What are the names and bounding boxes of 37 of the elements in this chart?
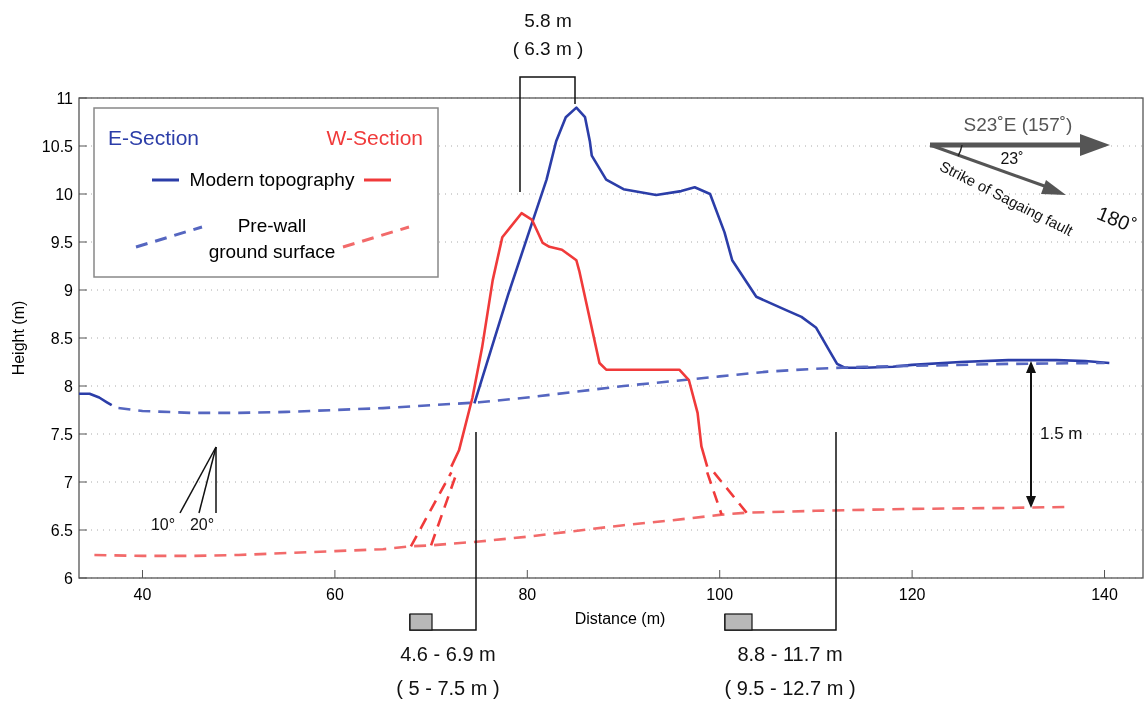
legend-label: Pre-wall ground surface — [208, 215, 336, 262]
x-tick-label: 80 — [518, 586, 537, 603]
y-tick-label: 10 — [55, 186, 74, 203]
annotation: W-Section — [326, 126, 423, 149]
y-tick-label: 7 — [64, 474, 74, 491]
x-axis-title: Distance (m) — [574, 610, 666, 627]
text: 4.6 - 6.9 m — [400, 643, 496, 665]
x-tick-label: 140 — [1091, 586, 1118, 603]
y-tick-label: 11 — [56, 90, 74, 107]
text: ( 5 - 7.5 m ) — [396, 677, 500, 699]
x-tick-label: 100 — [706, 586, 734, 603]
annotation: 10° — [150, 516, 176, 533]
x-tick-label: 40 — [133, 586, 152, 603]
annotation: S23˚E (157˚) — [963, 114, 1073, 135]
y-tick-label: 6.5 — [50, 522, 74, 539]
y-tick-label: 9 — [64, 282, 74, 299]
x-tick-label: 60 — [326, 586, 344, 603]
y-tick-label: 9.5 — [50, 234, 74, 251]
annotation: 180˚ — [1093, 201, 1140, 238]
line-series — [450, 211, 709, 468]
y-tick-label: 7.5 — [50, 426, 74, 443]
line-series — [117, 361, 1106, 415]
x-tick-label: 120 — [898, 586, 926, 603]
text: ( 6.3 m ) — [512, 38, 584, 59]
y-tick-label: 10.5 — [41, 138, 74, 155]
text: ( 9.5 - 12.7 m ) — [724, 677, 856, 699]
text: 5.8 m — [524, 10, 572, 31]
y-axis-title: Height (m) — [10, 300, 27, 376]
legend-label: Modern topography — [189, 169, 355, 190]
annotation: 23˚ — [1000, 150, 1024, 167]
annotation: 20° — [189, 516, 215, 533]
annotation: E-Section — [108, 126, 200, 149]
annotation: 1.5 m — [1040, 424, 1083, 443]
y-tick-label: 8.5 — [50, 330, 74, 347]
text: 8.8 - 11.7 m — [737, 643, 843, 665]
y-tick-label: 8 — [64, 378, 74, 395]
y-tick-label: 6 — [64, 570, 74, 587]
